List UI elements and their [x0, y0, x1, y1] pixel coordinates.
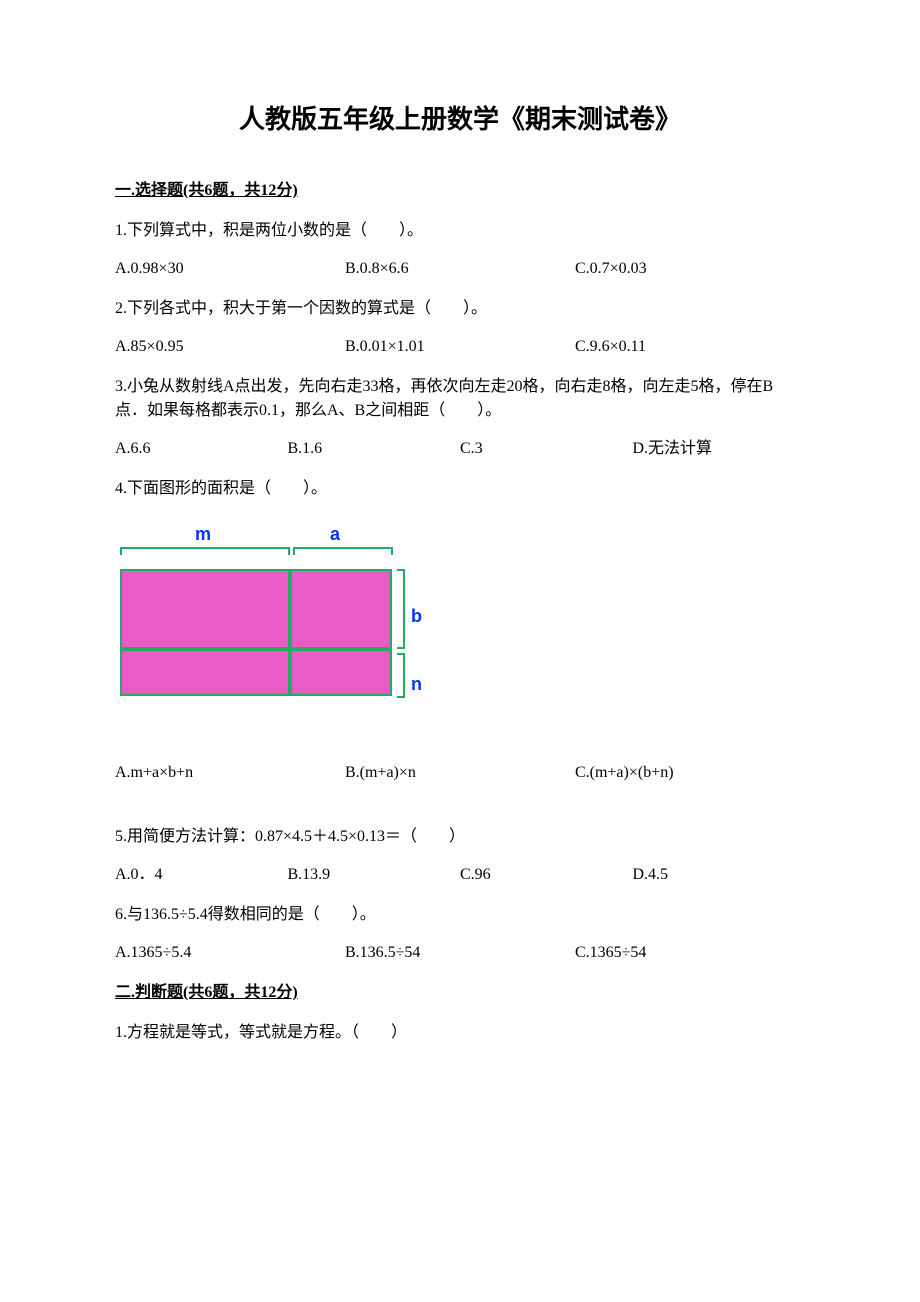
q4-opt-a: A.m+a×b+n [115, 761, 345, 785]
q1-opt-b: B.0.8×6.6 [345, 257, 575, 281]
question-5: 5.用简便方法计算：0.87×4.5＋4.5×0.13＝（ ） A.0．4 B.… [115, 825, 805, 887]
q6-opt-a: A.1365÷5.4 [115, 941, 345, 965]
q6-options: A.1365÷5.4 B.136.5÷54 C.1365÷54 [115, 941, 805, 965]
q4-options: A.m+a×b+n B.(m+a)×n C.(m+a)×(b+n) [115, 761, 805, 785]
q4-text: 4.下面图形的面积是（ ）。 [115, 477, 805, 501]
fig-brace-m [120, 547, 290, 555]
q1-opt-a: A.0.98×30 [115, 257, 345, 281]
fig-rect-bl [120, 649, 290, 696]
q5-opt-b: B.13.9 [288, 863, 461, 887]
question-6: 6.与136.5÷5.4得数相同的是（ ）。 A.1365÷5.4 B.136.… [115, 903, 805, 965]
q3-text: 3.小兔从数射线A点出发，先向右走33格，再依次向左走20格，向右走8格，向左走… [115, 375, 805, 423]
fig-brace-b [397, 569, 405, 649]
q6-text: 6.与136.5÷5.4得数相同的是（ ）。 [115, 903, 805, 927]
section-1-header: 一.选择题(共6题，共12分) [115, 179, 805, 203]
q6-opt-b: B.136.5÷54 [345, 941, 575, 965]
fig-label-m: m [195, 521, 211, 548]
fig-rect-tl [120, 569, 290, 649]
q3-opt-c: C.3 [460, 437, 633, 461]
s2-question-1: 1.方程就是等式，等式就是方程。（ ） [115, 1021, 805, 1045]
q2-text: 2.下列各式中，积大于第一个因数的算式是（ ）。 [115, 297, 805, 321]
q1-text: 1.下列算式中，积是两位小数的是（ ）。 [115, 219, 805, 243]
q5-opt-c: C.96 [460, 863, 633, 887]
fig-label-n: n [411, 671, 422, 698]
q2-options: A.85×0.95 B.0.01×1.01 C.9.6×0.11 [115, 335, 805, 359]
fig-label-a: a [330, 521, 340, 548]
q4-opt-c: C.(m+a)×(b+n) [575, 761, 805, 785]
q4-figure: m a b n [115, 521, 435, 731]
q5-text: 5.用简便方法计算：0.87×4.5＋4.5×0.13＝（ ） [115, 825, 805, 849]
q3-opt-a: A.6.6 [115, 437, 288, 461]
q5-options: A.0．4 B.13.9 C.96 D.4.5 [115, 863, 805, 887]
page-title: 人教版五年级上册数学《期末测试卷》 [115, 100, 805, 139]
q1-opt-c: C.0.7×0.03 [575, 257, 805, 281]
question-2: 2.下列各式中，积大于第一个因数的算式是（ ）。 A.85×0.95 B.0.0… [115, 297, 805, 359]
q3-options: A.6.6 B.1.6 C.3 D.无法计算 [115, 437, 805, 461]
fig-brace-a [293, 547, 393, 555]
section-2-header: 二.判断题(共6题，共12分) [115, 981, 805, 1005]
q4-opt-b: B.(m+a)×n [345, 761, 575, 785]
fig-label-b: b [411, 603, 422, 630]
q2-opt-a: A.85×0.95 [115, 335, 345, 359]
q5-opt-d: D.4.5 [633, 863, 806, 887]
question-4: 4.下面图形的面积是（ ）。 m a b n A.m+a×b+n B.(m+a)… [115, 477, 805, 785]
q3-opt-b: B.1.6 [288, 437, 461, 461]
fig-rect-tr [290, 569, 392, 649]
fig-brace-n [397, 653, 405, 698]
question-3: 3.小兔从数射线A点出发，先向右走33格，再依次向左走20格，向右走8格，向左走… [115, 375, 805, 461]
question-1: 1.下列算式中，积是两位小数的是（ ）。 A.0.98×30 B.0.8×6.6… [115, 219, 805, 281]
fig-rect-br [290, 649, 392, 696]
q6-opt-c: C.1365÷54 [575, 941, 805, 965]
s2-q1-text: 1.方程就是等式，等式就是方程。（ ） [115, 1021, 805, 1045]
q1-options: A.0.98×30 B.0.8×6.6 C.0.7×0.03 [115, 257, 805, 281]
q2-opt-c: C.9.6×0.11 [575, 335, 805, 359]
q5-opt-a: A.0．4 [115, 863, 288, 887]
q3-opt-d: D.无法计算 [633, 437, 806, 461]
q2-opt-b: B.0.01×1.01 [345, 335, 575, 359]
